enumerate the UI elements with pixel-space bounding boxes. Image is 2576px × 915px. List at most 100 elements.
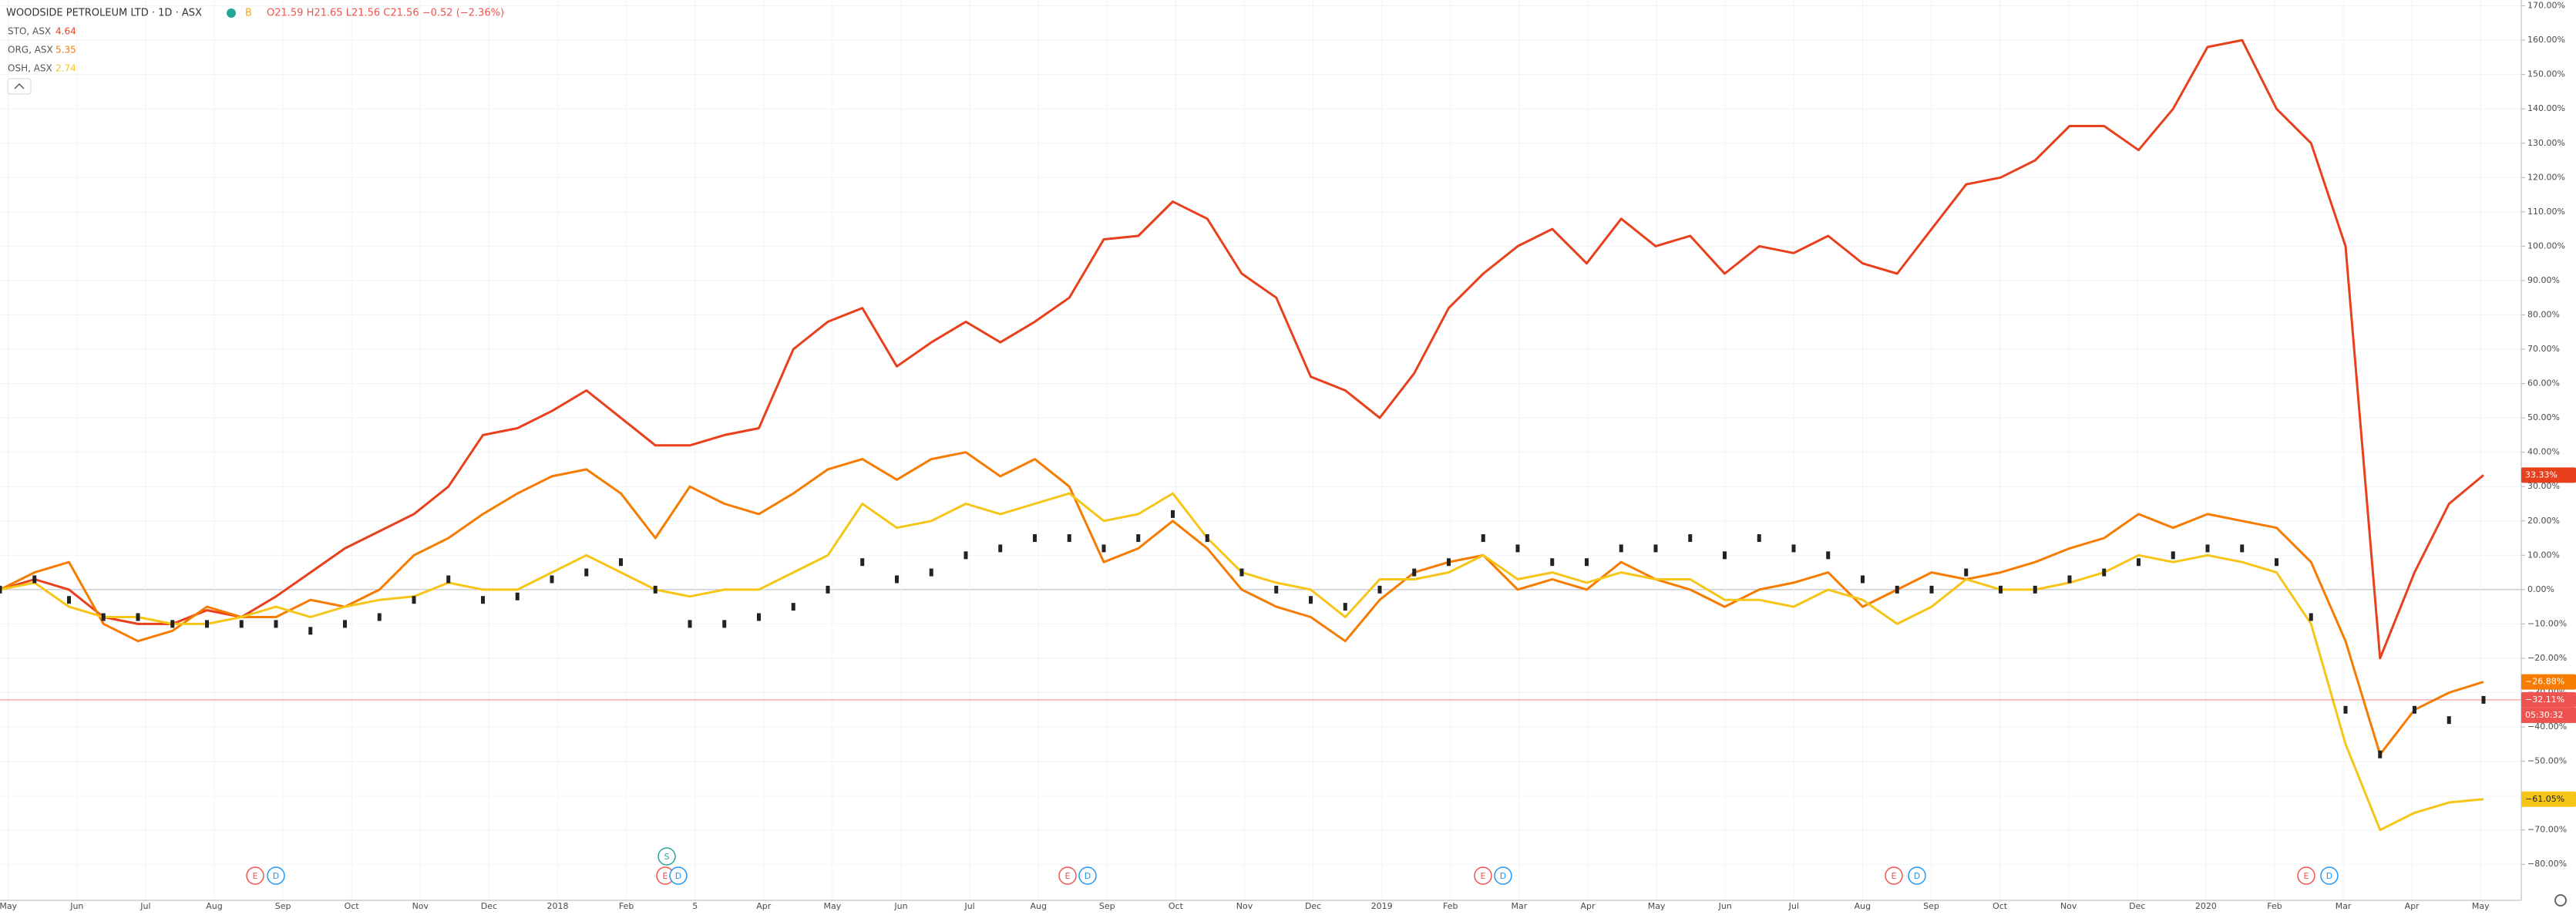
- candle: [2102, 568, 2107, 577]
- x-tick-label: 2019: [1371, 901, 1393, 911]
- y-tick-label: 20.00%: [2527, 516, 2560, 526]
- candle: [1412, 568, 1417, 577]
- candle: [136, 613, 140, 621]
- candle: [2137, 558, 2141, 567]
- candle: [1205, 534, 1209, 543]
- x-tick-label: Feb: [1443, 901, 1458, 911]
- x-tick-label: 2020: [2195, 901, 2217, 911]
- countdown: 05:30:32: [2525, 710, 2563, 720]
- x-tick-label: Aug: [1030, 901, 1046, 911]
- candle: [1861, 575, 1865, 584]
- event-label: D: [1085, 871, 1091, 881]
- event-marker: [246, 866, 264, 885]
- candle: [1101, 544, 1106, 553]
- settings-icon[interactable]: [2554, 894, 2567, 907]
- candle: [1999, 585, 2003, 594]
- candle: [170, 620, 175, 628]
- x-tick-label: Sep: [275, 901, 291, 911]
- candle: [2033, 585, 2037, 594]
- candle: [1550, 558, 1555, 567]
- event-marker: [2320, 866, 2339, 885]
- event-marker: [1078, 866, 1097, 885]
- countdown-tag: [2521, 707, 2576, 723]
- price-tag-label: 33.33%: [2525, 469, 2558, 479]
- candle: [343, 620, 347, 628]
- x-tick-label: Mar: [1512, 901, 1528, 911]
- candle: [67, 596, 71, 604]
- candle: [1688, 534, 1693, 543]
- y-tick-label: 80.00%: [2527, 309, 2560, 319]
- candle: [1481, 534, 1485, 543]
- price-tag-label: −61.05%: [2525, 794, 2564, 804]
- y-tick-label: 40.00%: [2527, 447, 2560, 457]
- candle: [1585, 558, 1589, 567]
- candle: [1033, 534, 1037, 543]
- y-tick-label: −40.00%: [2527, 722, 2567, 732]
- event-marker: [1058, 866, 1077, 885]
- event-marker: [1885, 866, 1903, 885]
- y-tick-label: 50.00%: [2527, 412, 2560, 422]
- legend-value: 5.35: [55, 45, 76, 56]
- event-marker: [669, 866, 688, 885]
- price-tag: [2521, 674, 2576, 690]
- y-tick-label: 170.00%: [2527, 1, 2565, 11]
- collapse-button[interactable]: [7, 78, 32, 95]
- x-tick-label: Apr: [1580, 901, 1596, 911]
- candle: [722, 620, 727, 628]
- candle: [963, 551, 968, 560]
- x-tick-label: May: [0, 901, 18, 911]
- event-label: E: [253, 871, 258, 881]
- x-tick-label: Jul: [963, 901, 974, 911]
- event-marker: [1908, 866, 1926, 885]
- candle: [1309, 596, 1313, 604]
- y-tick-label: 130.00%: [2527, 138, 2565, 148]
- y-tick-label: 90.00%: [2527, 275, 2560, 285]
- event-label: E: [663, 871, 668, 881]
- legend-name: ORG, ASX: [8, 45, 53, 56]
- candle: [2240, 544, 2245, 553]
- y-tick-label: −10.00%: [2527, 618, 2567, 628]
- candle: [377, 613, 382, 621]
- candle: [1964, 568, 1969, 577]
- y-tick-label: 150.00%: [2527, 69, 2565, 79]
- candle: [32, 575, 37, 584]
- candle: [1274, 585, 1279, 594]
- x-tick-label: May: [2472, 901, 2490, 911]
- candle: [1343, 603, 1347, 611]
- event-label: D: [1914, 871, 1920, 881]
- y-tick-label: 110.00%: [2527, 207, 2565, 217]
- x-tick-label: Oct: [345, 901, 360, 911]
- grid: [0, 0, 2521, 900]
- x-tick-label: Nov: [1236, 901, 1253, 911]
- x-tick-label: Sep: [1923, 901, 1939, 911]
- y-tick-label: −50.00%: [2527, 756, 2567, 766]
- candle: [239, 620, 244, 628]
- x-tick-label: Nov: [2060, 901, 2077, 911]
- x-tick-label: Oct: [1993, 901, 2008, 911]
- candle: [1895, 585, 1899, 594]
- candle: [1619, 544, 1623, 553]
- candle: [1515, 544, 1520, 553]
- legend: WOODSIDE PETROLEUM LTD · 1D · ASX B O21.…: [6, 8, 504, 95]
- candle: [274, 620, 278, 628]
- candle: [1653, 544, 1658, 553]
- series-line: [0, 451, 2484, 756]
- x-tick-label: May: [824, 901, 842, 911]
- event-marker: [267, 866, 285, 885]
- x-tick-label: Oct: [1169, 901, 1184, 911]
- y-tick-label: 0.00%: [2527, 584, 2554, 594]
- y-tick-label: 10.00%: [2527, 550, 2560, 560]
- candle: [2343, 705, 2348, 714]
- x-tick-label: Apr: [756, 901, 772, 911]
- ohlc: O21.59 H21.65 L21.56 C21.56 −0.52 (−2.36…: [267, 8, 504, 19]
- candle: [2275, 558, 2278, 567]
- price-tag: [2521, 791, 2576, 807]
- candle: [791, 603, 795, 611]
- candle: [929, 568, 933, 577]
- x-tick-label: Nov: [412, 901, 429, 911]
- x-tick-label: 5: [692, 901, 698, 911]
- y-tick-label: −70.00%: [2527, 825, 2567, 835]
- candle: [1723, 551, 1727, 560]
- candle: [101, 613, 106, 621]
